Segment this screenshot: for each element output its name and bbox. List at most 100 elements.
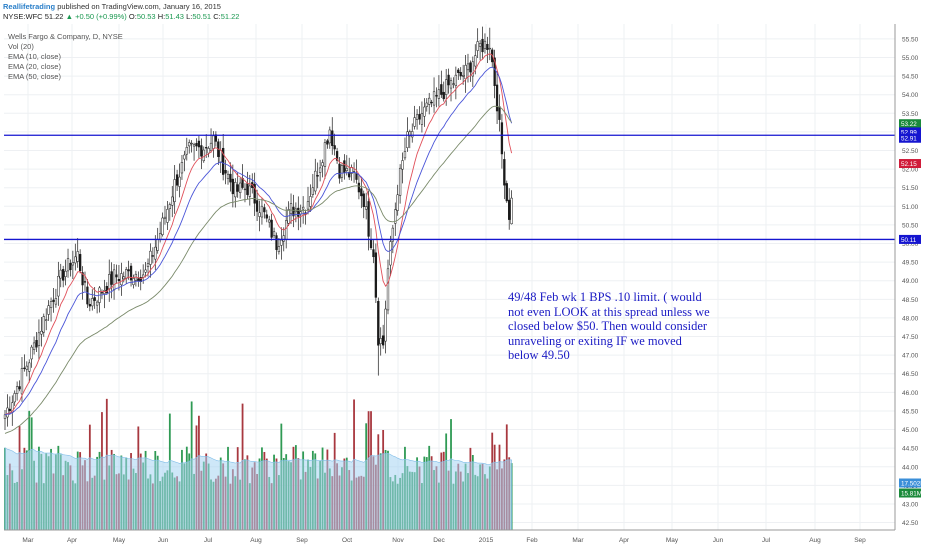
candle-body: [432, 91, 436, 106]
publish-info: published on TradingView.com, January 16…: [57, 2, 221, 11]
candle-body: [452, 83, 455, 85]
candle-body: [137, 278, 140, 282]
candle-body: [408, 131, 411, 137]
candle-body: [258, 212, 261, 217]
legend-item-volume[interactable]: Vol (20): [8, 42, 34, 51]
candle-body: [415, 114, 419, 120]
candle-body: [149, 250, 152, 265]
candle-body: [445, 79, 448, 95]
candle-body: [268, 219, 271, 223]
candle-body: [112, 269, 116, 291]
x-tick-label: Jul: [762, 537, 771, 544]
candle-body: [285, 220, 288, 240]
x-tick-label: May: [113, 537, 126, 544]
open-label: O:: [128, 12, 137, 21]
candle-body: [413, 117, 416, 127]
y-tick-label: 51.00: [902, 204, 919, 211]
y-tick-label: 51.50: [902, 185, 919, 192]
candle-body: [369, 239, 373, 249]
candle-body: [154, 246, 157, 260]
candle-body: [222, 147, 225, 175]
y-tick-label: 55.50: [902, 36, 919, 43]
candle-body: [32, 342, 36, 350]
candle-body: [122, 276, 125, 280]
price-tag-label: 52.91: [901, 136, 917, 143]
candle-body: [292, 206, 295, 217]
candle-body: [338, 163, 341, 179]
y-tick-label: 49.00: [902, 278, 919, 285]
candle-body: [503, 159, 506, 186]
candle-body: [62, 269, 65, 281]
candle-body: [248, 185, 251, 197]
y-tick-label: 46.50: [902, 371, 919, 378]
x-tick-label: Apr: [67, 537, 78, 544]
candle-body: [54, 298, 58, 305]
y-tick-label: 47.00: [902, 353, 919, 360]
candle-body: [357, 182, 361, 193]
legend-item-ema10[interactable]: EMA (10, close): [8, 52, 61, 61]
candle-body: [88, 303, 91, 307]
candle-body: [389, 241, 392, 266]
candle-body: [185, 147, 188, 155]
candle-body: [425, 102, 428, 107]
candle-body: [454, 74, 458, 86]
y-tick-label: 50.50: [902, 222, 919, 229]
candle-body: [129, 265, 133, 281]
chart-grid: [4, 24, 895, 530]
chart-title: Wells Fargo & Company, D, NYSE: [8, 32, 123, 41]
x-tick-label: Mar: [572, 537, 584, 544]
candle-body: [331, 130, 334, 146]
y-tick-label: 48.50: [902, 297, 919, 304]
ema-50-line: [4, 105, 512, 434]
x-tick-label: Jul: [204, 537, 213, 544]
price-tag-label: 17.502M: [901, 480, 926, 487]
candle-body: [478, 43, 482, 47]
x-tick-label: Aug: [250, 537, 262, 544]
close-label: C:: [213, 12, 221, 21]
candle-body: [219, 150, 222, 163]
candle-body: [205, 147, 208, 149]
author-link[interactable]: Reallifetrading: [3, 2, 56, 11]
price-tag-box: [899, 488, 921, 498]
y-tick-label: 54.00: [902, 92, 919, 99]
price-tag: 52.99: [899, 127, 921, 137]
y-tick-label: 46.00: [902, 390, 919, 397]
candle-body: [28, 362, 31, 372]
up-arrow-icon: ▲: [65, 12, 73, 21]
candle-body: [234, 182, 237, 198]
price-tag: 50.11: [899, 234, 921, 244]
candle-body: [171, 196, 174, 206]
price-tag-box: [899, 127, 921, 137]
candle-body: [367, 201, 370, 237]
candle-body: [64, 270, 67, 277]
price-tag-label: 53.22: [901, 121, 917, 128]
candle-body: [52, 299, 55, 302]
candle-body: [488, 47, 491, 50]
candle-body: [241, 178, 244, 188]
candle-body: [381, 335, 385, 346]
candle-body: [115, 274, 118, 278]
candle-body: [457, 69, 460, 73]
candle-body: [377, 300, 380, 346]
x-tick-label: Feb: [526, 537, 538, 544]
candle-body: [35, 340, 38, 348]
legend-item-ema20[interactable]: EMA (20, close): [8, 62, 61, 71]
candle-body: [243, 188, 247, 191]
candle-body: [212, 135, 215, 149]
x-tick-label: Jun: [713, 537, 724, 544]
candle-body: [340, 165, 344, 178]
x-tick-label: Apr: [619, 537, 630, 544]
candle-body: [200, 145, 203, 157]
candle-body: [314, 170, 317, 192]
candle-body: [260, 205, 264, 218]
y-tick-label: 48.00: [902, 315, 919, 322]
candle-body: [125, 269, 128, 279]
candle-body: [510, 197, 513, 225]
candle-body: [471, 61, 474, 77]
candle-body: [275, 235, 278, 250]
x-tick-label: Sep: [854, 537, 866, 544]
legend-item-ema50[interactable]: EMA (50, close): [8, 72, 61, 81]
candle-body: [486, 43, 489, 50]
price-tag-label: 52.15: [901, 161, 917, 168]
